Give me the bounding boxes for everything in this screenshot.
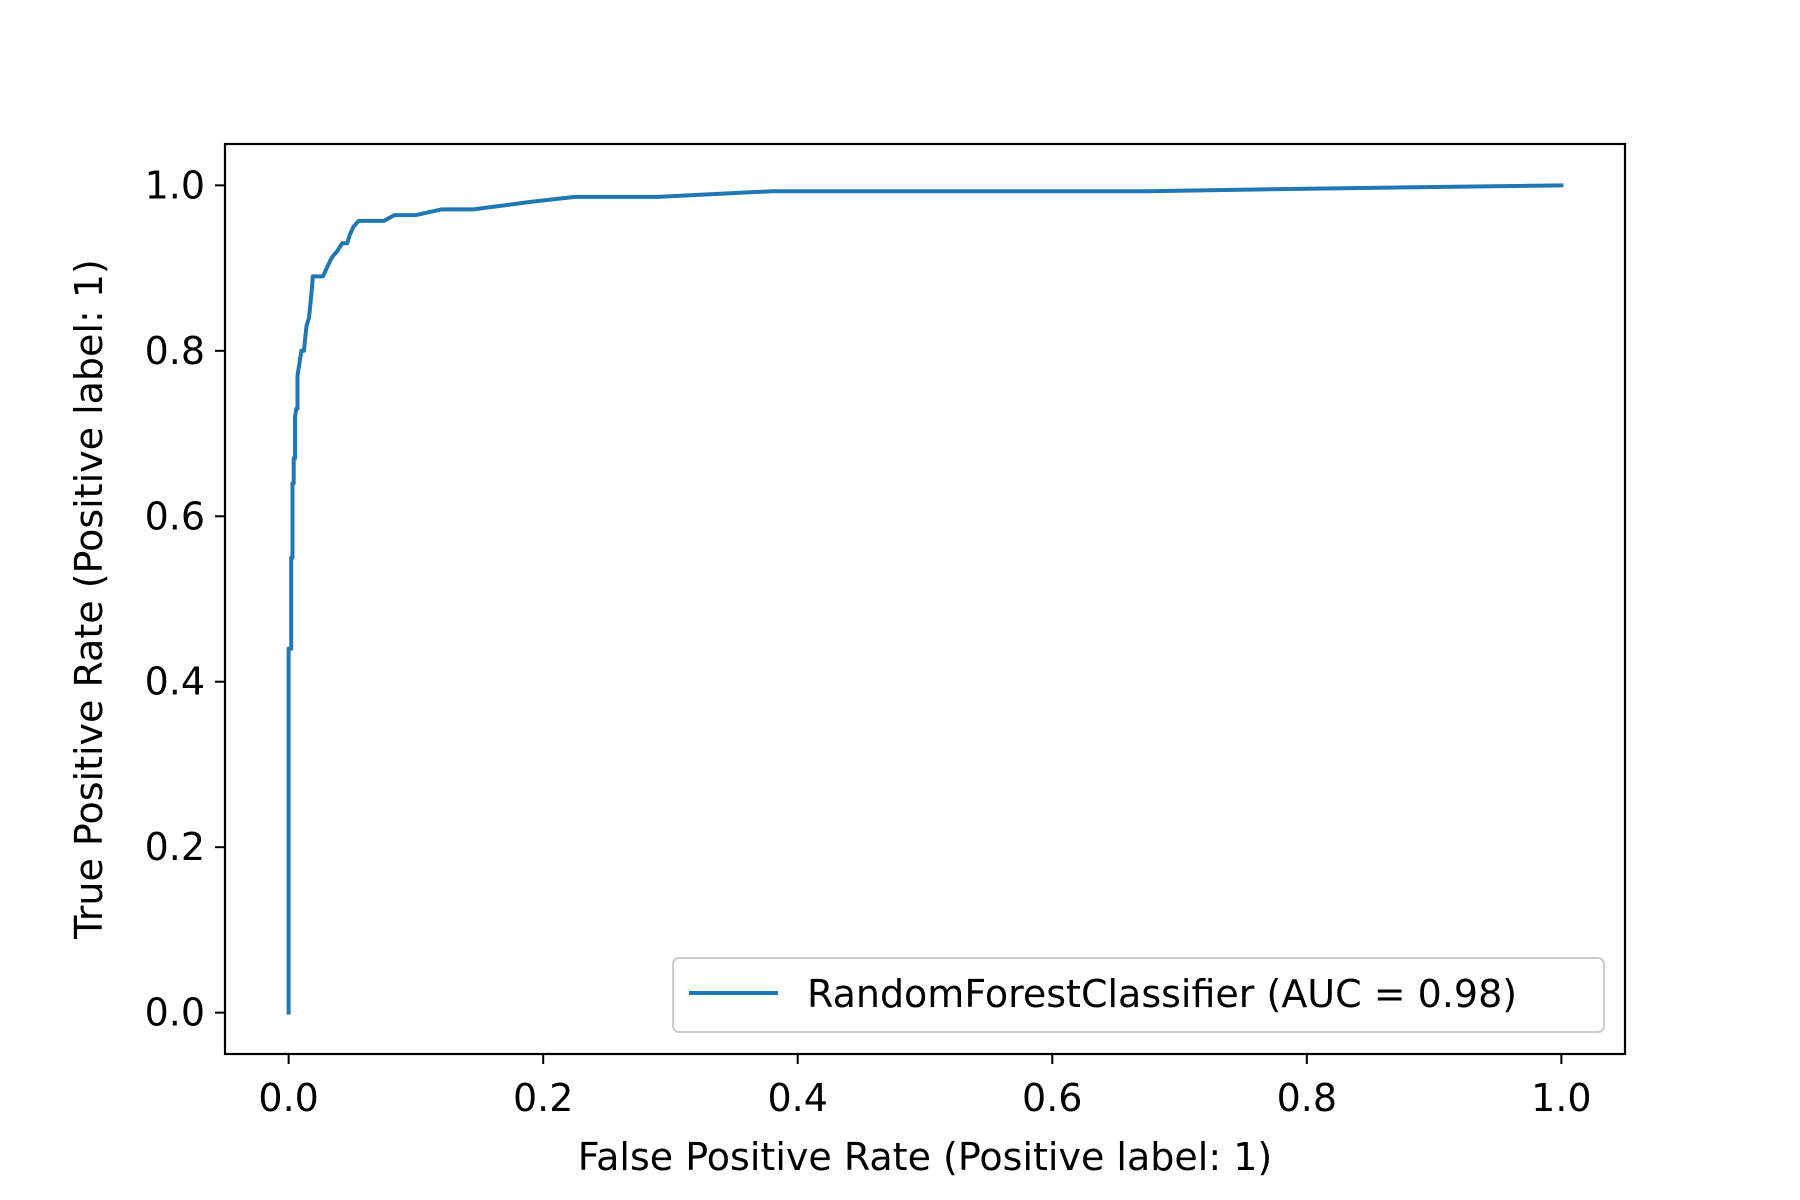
y-axis: 0.0 0.2 0.4 0.6 0.8 1.0	[145, 163, 225, 1035]
x-tick-label: 0.2	[513, 1076, 573, 1120]
y-tick-label: 1.0	[145, 163, 205, 207]
legend: RandomForestClassifier (AUC = 0.98)	[672, 957, 1605, 1033]
y-tick-label: 0.8	[145, 329, 205, 373]
y-axis-label: True Positive Rate (Positive label: 1)	[67, 259, 111, 940]
roc-curve-line	[286, 183, 1564, 1015]
x-axis: 0.0 0.2 0.4 0.6 0.8 1.0	[258, 1054, 1592, 1120]
plot-area	[223, 142, 1627, 1056]
x-tick-label: 0.0	[258, 1076, 318, 1120]
y-tick-label: 0.6	[145, 494, 205, 538]
y-tick-label: 0.4	[145, 660, 205, 704]
legend-entry-label: RandomForestClassifier (AUC = 0.98)	[807, 972, 1517, 1016]
legend-box	[672, 957, 1605, 1033]
x-tick-label: 0.4	[768, 1076, 828, 1120]
x-tick-label: 0.8	[1277, 1076, 1337, 1120]
x-axis-label: False Positive Rate (Positive label: 1)	[578, 1135, 1272, 1179]
series-layer	[286, 183, 1564, 1015]
y-tick-label: 0.2	[145, 825, 205, 869]
x-tick-label: 1.0	[1531, 1076, 1591, 1120]
x-tick-label: 0.6	[1022, 1076, 1082, 1120]
axes-frame	[223, 142, 1627, 1056]
y-tick-label: 0.0	[145, 991, 205, 1035]
